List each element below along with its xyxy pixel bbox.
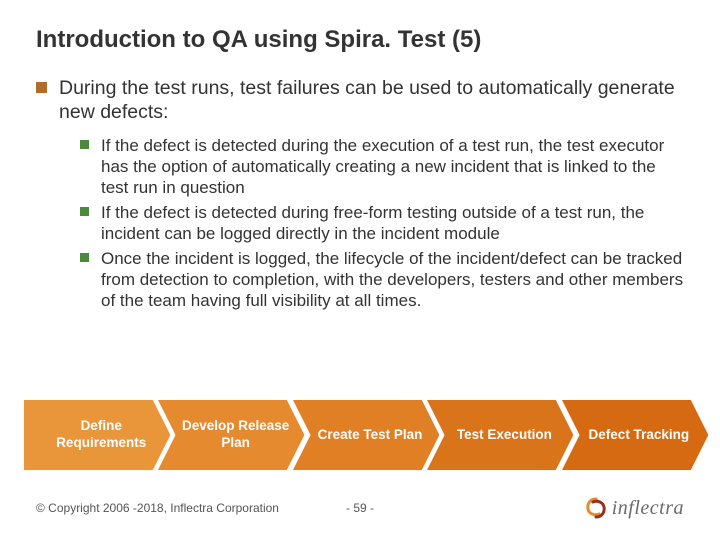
process-step-label: Defect Tracking [589, 427, 690, 444]
process-flow: Define Requirements Develop Release Plan C… [24, 400, 696, 470]
main-bullet-text: During the test runs, test failures can … [59, 76, 684, 125]
process-step-label: Define Requirements [46, 418, 156, 452]
sub-bullet-text: If the defect is detected during the exe… [101, 135, 684, 198]
logo-swirl-icon [584, 496, 608, 520]
sub-bullet-row: If the defect is detected during the exe… [80, 135, 684, 198]
main-bullet-row: During the test runs, test failures can … [36, 76, 684, 125]
logo-text: inflectra [612, 497, 684, 520]
page-number: - 59 - [346, 501, 374, 515]
process-step-label: Develop Release Plan [180, 418, 290, 452]
process-step: Test Execution [427, 400, 573, 470]
process-step-label: Create Test Plan [318, 427, 423, 444]
copyright-text: © Copyright 2006 -2018, Inflectra Corpor… [36, 501, 279, 515]
footer: © Copyright 2006 -2018, Inflectra Corpor… [36, 496, 684, 520]
logo: inflectra [584, 496, 684, 520]
bullet-square-icon [80, 253, 89, 262]
sub-bullet-row: Once the incident is logged, the lifecyc… [80, 248, 684, 311]
process-step-label: Test Execution [457, 427, 552, 444]
slide-title: Introduction to QA using Spira. Test (5) [36, 26, 684, 54]
process-step: Define Requirements [24, 400, 170, 470]
process-step: Defect Tracking [562, 400, 708, 470]
bullet-square-icon [36, 82, 47, 93]
process-step: Develop Release Plan [158, 400, 304, 470]
sub-bullet-text: If the defect is detected during free-fo… [101, 202, 684, 244]
sub-bullet-text: Once the incident is logged, the lifecyc… [101, 248, 684, 311]
sub-bullet-row: If the defect is detected during free-fo… [80, 202, 684, 244]
bullet-square-icon [80, 140, 89, 149]
sub-bullet-list: If the defect is detected during the exe… [80, 135, 684, 312]
process-step: Create Test Plan [293, 400, 439, 470]
bullet-square-icon [80, 207, 89, 216]
